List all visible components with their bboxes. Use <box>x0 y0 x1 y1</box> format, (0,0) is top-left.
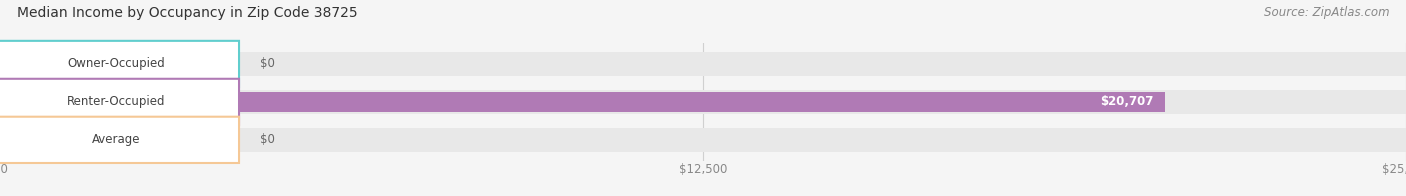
Text: Average: Average <box>91 133 141 146</box>
Bar <box>0 128 1406 152</box>
Bar <box>0 92 1164 112</box>
Text: $0: $0 <box>260 133 276 146</box>
FancyBboxPatch shape <box>0 117 239 163</box>
Text: $20,707: $20,707 <box>1099 95 1153 108</box>
Bar <box>0 90 1406 114</box>
Text: $0: $0 <box>260 57 276 71</box>
Text: Renter-Occupied: Renter-Occupied <box>66 95 166 108</box>
FancyBboxPatch shape <box>0 41 239 87</box>
Text: Source: ZipAtlas.com: Source: ZipAtlas.com <box>1264 6 1389 19</box>
Text: Owner-Occupied: Owner-Occupied <box>67 57 165 71</box>
Bar <box>0 52 1406 76</box>
Text: Median Income by Occupancy in Zip Code 38725: Median Income by Occupancy in Zip Code 3… <box>17 6 357 20</box>
FancyBboxPatch shape <box>0 79 239 125</box>
